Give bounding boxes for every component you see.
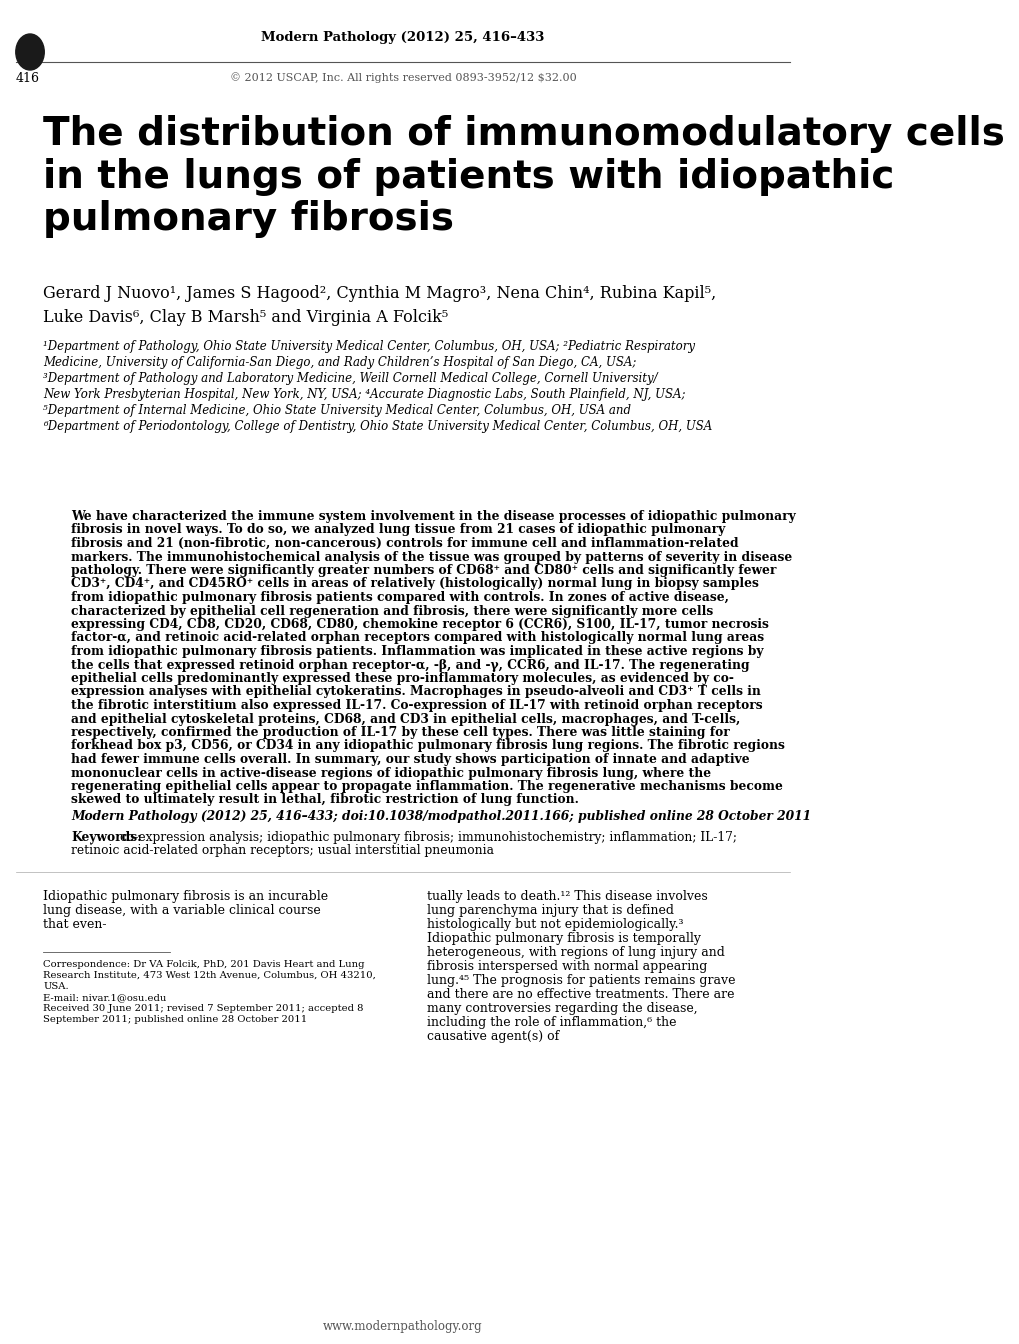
Text: including the role of inflammation,⁶ the: including the role of inflammation,⁶ the <box>426 1016 676 1030</box>
Text: CD3⁺, CD4⁺, and CD45RO⁺ cells in areas of relatively (histologically) normal lun: CD3⁺, CD4⁺, and CD45RO⁺ cells in areas o… <box>71 578 758 590</box>
Text: Idiopathic pulmonary fibrosis is temporally: Idiopathic pulmonary fibrosis is tempora… <box>426 931 700 945</box>
Text: respectively, confirmed the production of IL-17 by these cell types. There was l: respectively, confirmed the production o… <box>71 726 730 739</box>
Text: E-mail: nivar.1@osu.edu: E-mail: nivar.1@osu.edu <box>44 993 167 1003</box>
Text: We have characterized the immune system involvement in the disease processes of : We have characterized the immune system … <box>71 509 795 523</box>
Text: ³Department of Pathology and Laboratory Medicine, Weill Cornell Medical College,: ³Department of Pathology and Laboratory … <box>44 372 657 384</box>
Text: The distribution of immunomodulatory cells
in the lungs of patients with idiopat: The distribution of immunomodulatory cel… <box>44 116 1005 238</box>
Text: retinoic acid-related orphan receptors; usual interstitial pneumonia: retinoic acid-related orphan receptors; … <box>71 844 493 857</box>
Text: pathology. There were significantly greater numbers of CD68⁺ and CD80⁺ cells and: pathology. There were significantly grea… <box>71 564 775 577</box>
Text: npg: npg <box>18 47 42 56</box>
Text: characterized by epithelial cell regeneration and fibrosis, there were significa: characterized by epithelial cell regener… <box>71 605 712 617</box>
Text: Medicine, University of California-San Diego, and Rady Children’s Hospital of Sa: Medicine, University of California-San D… <box>44 356 636 370</box>
Text: the cells that expressed retinoid orphan receptor-α, -β, and -γ, CCR6, and IL-17: the cells that expressed retinoid orphan… <box>71 659 749 672</box>
Text: and epithelial cytoskeletal proteins, CD68, and CD3 in epithelial cells, macroph: and epithelial cytoskeletal proteins, CD… <box>71 712 740 726</box>
Text: lung.⁴⁵ The prognosis for patients remains grave: lung.⁴⁵ The prognosis for patients remai… <box>426 974 735 986</box>
Text: lung parenchyma injury that is defined: lung parenchyma injury that is defined <box>426 905 673 917</box>
Text: expression analyses with epithelial cytokeratins. Macrophages in pseudo-alveoli : expression analyses with epithelial cyto… <box>71 685 760 699</box>
Text: Correspondence: Dr VA Folcik, PhD, 201 Davis Heart and Lung: Correspondence: Dr VA Folcik, PhD, 201 D… <box>44 960 365 969</box>
Text: factor-α, and retinoic acid-related orphan receptors compared with histologicall: factor-α, and retinoic acid-related orph… <box>71 632 763 645</box>
Text: New York Presbyterian Hospital, New York, NY, USA; ⁴Accurate Diagnostic Labs, So: New York Presbyterian Hospital, New York… <box>44 388 686 401</box>
Circle shape <box>15 34 44 70</box>
Text: 416: 416 <box>15 73 40 85</box>
Text: Modern Pathology (2012) 25, 416–433; doi:10.1038/modpathol.2011.166; published o: Modern Pathology (2012) 25, 416–433; doi… <box>71 810 810 823</box>
Text: ⁵Department of Internal Medicine, Ohio State University Medical Center, Columbus: ⁵Department of Internal Medicine, Ohio S… <box>44 405 631 417</box>
Text: fibrosis and 21 (non-fibrotic, non-cancerous) controls for immune cell and infla: fibrosis and 21 (non-fibrotic, non-cance… <box>71 538 738 550</box>
Text: heterogeneous, with regions of lung injury and: heterogeneous, with regions of lung inju… <box>426 946 723 960</box>
Text: from idiopathic pulmonary fibrosis patients. Inflammation was implicated in thes: from idiopathic pulmonary fibrosis patie… <box>71 645 763 659</box>
Text: expressing CD4, CD8, CD20, CD68, CD80, chemokine receptor 6 (CCR6), S100, IL-17,: expressing CD4, CD8, CD20, CD68, CD80, c… <box>71 618 768 630</box>
Text: Research Institute, 473 West 12th Avenue, Columbus, OH 43210,: Research Institute, 473 West 12th Avenue… <box>44 970 376 980</box>
Text: fibrosis interspersed with normal appearing: fibrosis interspersed with normal appear… <box>426 960 706 973</box>
Text: the fibrotic interstitium also expressed IL-17. Co-expression of IL-17 with reti: the fibrotic interstitium also expressed… <box>71 699 762 712</box>
Text: Idiopathic pulmonary fibrosis is an incurable: Idiopathic pulmonary fibrosis is an incu… <box>44 890 328 903</box>
Text: histologically but not epidemiologically.³: histologically but not epidemiologically… <box>426 918 683 931</box>
Text: Received 30 June 2011; revised 7 September 2011; accepted 8: Received 30 June 2011; revised 7 Septemb… <box>44 1004 364 1013</box>
Text: many controversies regarding the disease,: many controversies regarding the disease… <box>426 1003 697 1015</box>
Text: had fewer immune cells overall. In summary, our study shows participation of inn: had fewer immune cells overall. In summa… <box>71 753 749 766</box>
Text: from idiopathic pulmonary fibrosis patients compared with controls. In zones of : from idiopathic pulmonary fibrosis patie… <box>71 591 729 603</box>
Text: www.modernpathology.org: www.modernpathology.org <box>323 1320 482 1333</box>
Text: and there are no effective treatments. There are: and there are no effective treatments. T… <box>426 988 734 1001</box>
Text: September 2011; published online 28 October 2011: September 2011; published online 28 Octo… <box>44 1015 308 1024</box>
Text: skewed to ultimately result in lethal, fibrotic restriction of lung function.: skewed to ultimately result in lethal, f… <box>71 793 579 806</box>
Text: Keywords:: Keywords: <box>71 831 142 844</box>
Text: lung disease, with a variable clinical course: lung disease, with a variable clinical c… <box>44 905 321 917</box>
Text: USA.: USA. <box>44 982 69 991</box>
Text: © 2012 USCAP, Inc. All rights reserved 0893-3952/12 $32.00: © 2012 USCAP, Inc. All rights reserved 0… <box>229 73 576 83</box>
Text: ¹Department of Pathology, Ohio State University Medical Center, Columbus, OH, US: ¹Department of Pathology, Ohio State Uni… <box>44 340 695 353</box>
Text: Modern Pathology (2012) 25, 416–433: Modern Pathology (2012) 25, 416–433 <box>261 31 544 44</box>
Text: fibrosis in novel ways. To do so, we analyzed lung tissue from 21 cases of idiop: fibrosis in novel ways. To do so, we ana… <box>71 524 725 536</box>
Text: epithelial cells predominantly expressed these pro-inflammatory molecules, as ev: epithelial cells predominantly expressed… <box>71 672 734 685</box>
Text: markers. The immunohistochemical analysis of the tissue was grouped by patterns : markers. The immunohistochemical analysi… <box>71 551 792 563</box>
Text: ⁶Department of Periodontology, College of Dentistry, Ohio State University Medic: ⁶Department of Periodontology, College o… <box>44 419 712 433</box>
Text: that even-: that even- <box>44 918 107 931</box>
Text: mononuclear cells in active-disease regions of idiopathic pulmonary fibrosis lun: mononuclear cells in active-disease regi… <box>71 766 710 780</box>
Text: Gerard J Nuovo¹, James S Hagood², Cynthia M Magro³, Nena Chin⁴, Rubina Kapil⁵,
L: Gerard J Nuovo¹, James S Hagood², Cynthi… <box>44 285 716 325</box>
Text: regenerating epithelial cells appear to propagate inflammation. The regenerative: regenerating epithelial cells appear to … <box>71 780 783 793</box>
Text: co-expression analysis; idiopathic pulmonary fibrosis; immunohistochemistry; inf: co-expression analysis; idiopathic pulmo… <box>120 831 737 844</box>
Text: causative agent(s) of: causative agent(s) of <box>426 1030 558 1043</box>
Text: forkhead box p3, CD56, or CD34 in any idiopathic pulmonary fibrosis lung regions: forkhead box p3, CD56, or CD34 in any id… <box>71 739 785 753</box>
Text: tually leads to death.¹² This disease involves: tually leads to death.¹² This disease in… <box>426 890 707 903</box>
